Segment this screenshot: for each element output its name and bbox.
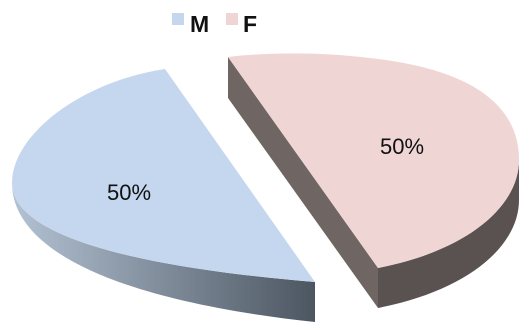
pie-slice-f [228,53,519,308]
slice-m-side [12,183,315,322]
legend-swatch-m [172,13,184,25]
legend-label-m: M [190,11,209,37]
pie-slice-m [12,69,315,322]
slice-m-top [12,69,315,282]
data-label-m: 50% [107,180,151,205]
slice-f-top [228,53,519,268]
slice-f-rim-side [378,160,519,308]
legend: M F [172,11,257,37]
slice-f-front-side [228,57,378,308]
data-label-f: 50% [380,134,424,159]
legend-swatch-f [226,13,238,25]
legend-label-f: F [243,11,257,37]
